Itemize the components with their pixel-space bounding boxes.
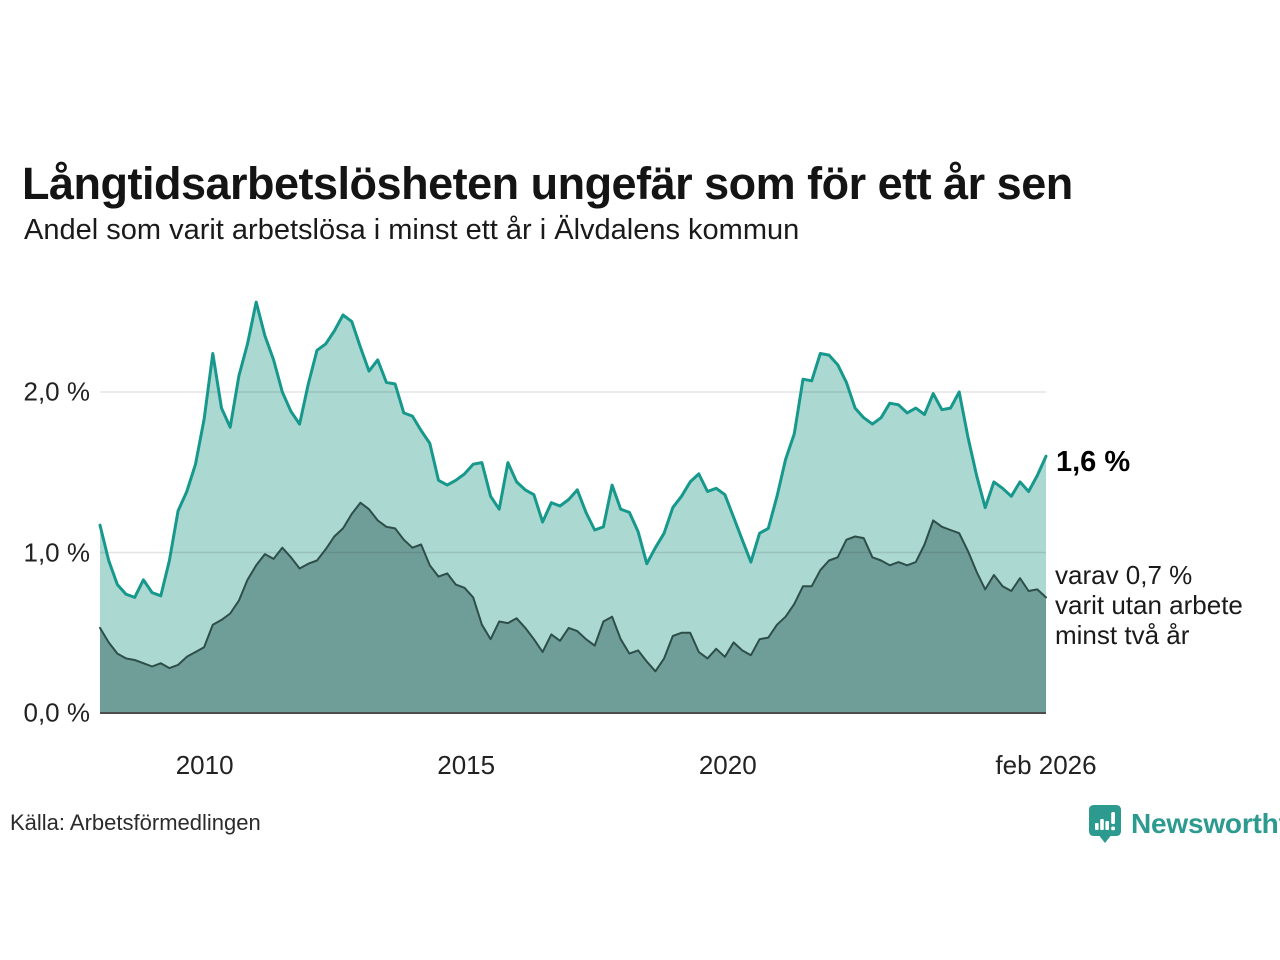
secondary-annotation-line-3: minst två år — [1055, 620, 1190, 650]
page-title: Långtidsarbetslösheten ungefär som för e… — [22, 158, 1073, 210]
series-line — [98, 300, 1048, 599]
x-tick-label: feb 2026 — [995, 750, 1097, 780]
secondary-annotation-line-2: varit utan arbete — [1055, 590, 1243, 620]
x-tick-label: 2020 — [698, 750, 757, 780]
area-fill — [100, 502, 1046, 713]
secondary-series-annotation: varav 0,7 % varit utan arbete minst två … — [1055, 560, 1243, 650]
newsworthy-pin-icon — [1089, 805, 1121, 843]
x-tick-label: 2010 — [175, 750, 234, 780]
latest-value-label: 1,6 % — [1056, 446, 1131, 478]
series-line — [99, 501, 1047, 673]
source-note: Källa: Arbetsförmedlingen — [10, 810, 261, 835]
secondary-annotation-line-1: varav 0,7 % — [1055, 560, 1193, 590]
y-tick-label: 1,0 % — [23, 537, 91, 567]
y-tick-label: 2,0 % — [23, 376, 91, 407]
x-tick-label: 2015 — [437, 750, 496, 780]
y-tick-label: 0,0 % — [23, 697, 91, 728]
newsworthy-wordmark: Newsworthy — [1131, 808, 1280, 839]
page-subtitle: Andel som varit arbetslösa i minst ett å… — [24, 214, 800, 246]
newsworthy-logo: Newsworthy — [1088, 803, 1280, 845]
